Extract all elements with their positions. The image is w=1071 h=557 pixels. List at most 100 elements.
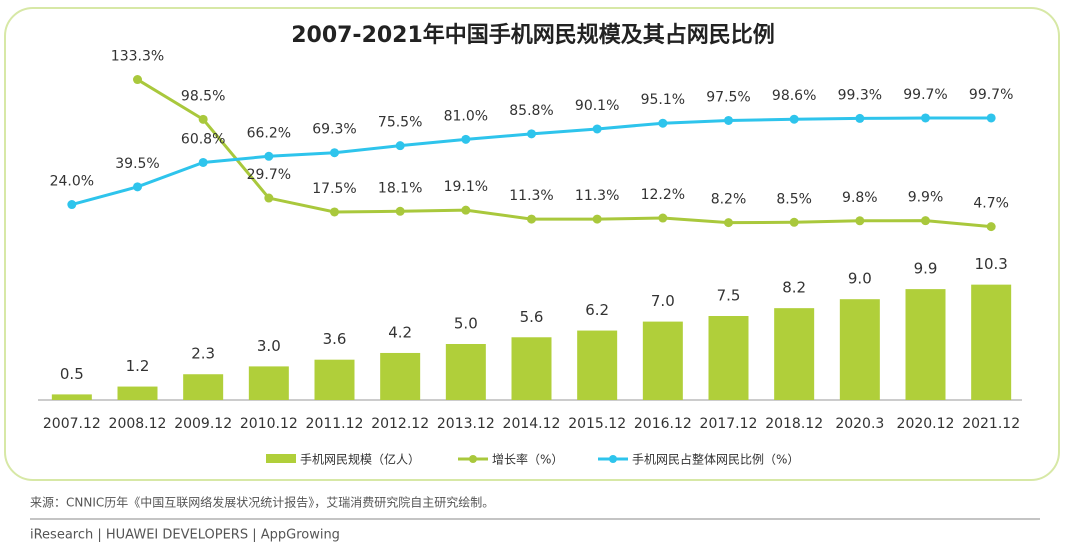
line-value-label: 81.0% [444, 108, 488, 124]
x-tick-label: 2017.12 [700, 416, 758, 432]
line-value-label: 12.2% [641, 187, 685, 203]
line-value-label: 19.1% [444, 179, 488, 195]
legend-label: 手机网民占整体网民比例（%） [632, 452, 799, 467]
line-point [395, 206, 405, 216]
bar [445, 344, 486, 400]
line-point [789, 217, 799, 227]
x-tick-label: 2011.12 [306, 416, 364, 432]
bar-value-label: 5.0 [454, 315, 478, 333]
line-value-label: 66.2% [247, 125, 291, 141]
source-note: 来源：CNNIC历年《中国互联网络发展状况统计报告》，艾瑞消费研究院自主研究绘制… [30, 495, 494, 510]
x-tick-label: 2015.12 [568, 416, 626, 432]
bar-value-label: 9.9 [914, 260, 938, 278]
line-value-label: 85.8% [509, 103, 553, 119]
bar-value-label: 6.2 [585, 301, 609, 319]
bar [708, 316, 749, 400]
line-value-label: 95.1% [641, 92, 685, 108]
line-point [724, 115, 733, 125]
line-value-label: 11.3% [575, 188, 619, 204]
line-value-label: 99.3% [838, 87, 882, 103]
line-value-label: 98.5% [181, 88, 225, 104]
bar-value-label: 5.6 [520, 308, 544, 326]
frame [4, 7, 1060, 481]
line-value-label: 18.1% [378, 180, 422, 196]
line-point [592, 124, 602, 134]
line-point [461, 205, 471, 215]
line-point [527, 129, 536, 139]
line-point [133, 75, 142, 85]
line-value-label: 39.5% [115, 156, 159, 172]
footer: iResearch | HUAWEI DEVELOPERS | AppGrowi… [30, 528, 340, 543]
x-tick-label: 2009.12 [174, 416, 232, 432]
line-value-label: 99.7% [903, 87, 947, 103]
line-point [855, 113, 865, 123]
line-value-label: 98.6% [772, 88, 816, 104]
line-value-label: 24.0% [50, 174, 94, 190]
line-value-label: 97.5% [706, 89, 750, 105]
bar [642, 321, 683, 400]
line-point [855, 216, 865, 226]
bar [577, 330, 618, 400]
line-point [724, 218, 733, 228]
line-point [67, 200, 77, 210]
x-tick-label: 2020.12 [897, 416, 955, 432]
line-value-label: 60.8% [181, 131, 225, 147]
line-value-label: 133.3% [111, 49, 164, 65]
line-point [330, 148, 339, 158]
line-point [395, 141, 405, 151]
line-point [527, 214, 536, 224]
line-point [133, 182, 142, 192]
bar [117, 386, 158, 400]
bar-value-label: 9.0 [848, 270, 872, 288]
bar-value-label: 1.2 [126, 357, 150, 375]
bar-value-label: 10.3 [974, 255, 1007, 273]
bar [511, 337, 552, 400]
line-value-label: 8.5% [776, 191, 812, 207]
line [136, 78, 992, 229]
line-point [330, 207, 339, 217]
bar [380, 352, 421, 400]
x-tick-label: 2016.12 [634, 416, 692, 432]
line-point [658, 118, 668, 128]
bar [971, 284, 1012, 400]
line-value-label: 90.1% [575, 98, 619, 114]
x-tick-label: 2008.12 [109, 416, 167, 432]
line-value-label: 29.7% [247, 167, 291, 183]
line-value-label: 4.7% [973, 196, 1009, 212]
x-tick-label: 2010.12 [240, 416, 298, 432]
x-tick-label: 2018.12 [765, 416, 823, 432]
line-value-label: 75.5% [378, 115, 422, 131]
line-point [986, 113, 996, 123]
line-value-label: 9.9% [908, 190, 944, 206]
line-point [198, 114, 208, 124]
bar [183, 374, 224, 400]
line-point [921, 113, 930, 123]
line-value-label: 69.3% [312, 122, 356, 138]
bar [51, 394, 92, 400]
x-tick-label: 2012.12 [371, 416, 429, 432]
x-tick-label: 2007.12 [43, 416, 101, 432]
line-point [789, 114, 799, 124]
bar [774, 308, 815, 400]
line-point [264, 193, 274, 203]
bar [314, 359, 355, 400]
bar-value-label: 3.0 [257, 337, 281, 355]
line-value-label: 17.5% [312, 181, 356, 197]
legend-swatch [469, 455, 477, 463]
bar-value-label: 3.6 [323, 330, 347, 348]
line-point [986, 222, 996, 232]
line-point [592, 214, 602, 224]
bar [905, 289, 946, 400]
legend-label: 手机网民规模（亿人） [300, 452, 420, 467]
x-tick-label: 2014.12 [503, 416, 561, 432]
bar-value-label: 7.0 [651, 292, 675, 310]
bar [248, 366, 289, 400]
bar-value-label: 4.2 [388, 323, 412, 341]
legend-swatch [266, 454, 296, 463]
line-point [198, 157, 208, 167]
line-point [921, 216, 930, 226]
line-point [658, 213, 668, 223]
bar-value-label: 2.3 [191, 345, 215, 363]
line-point [461, 134, 471, 144]
x-tick-label: 2020.3 [835, 416, 884, 432]
